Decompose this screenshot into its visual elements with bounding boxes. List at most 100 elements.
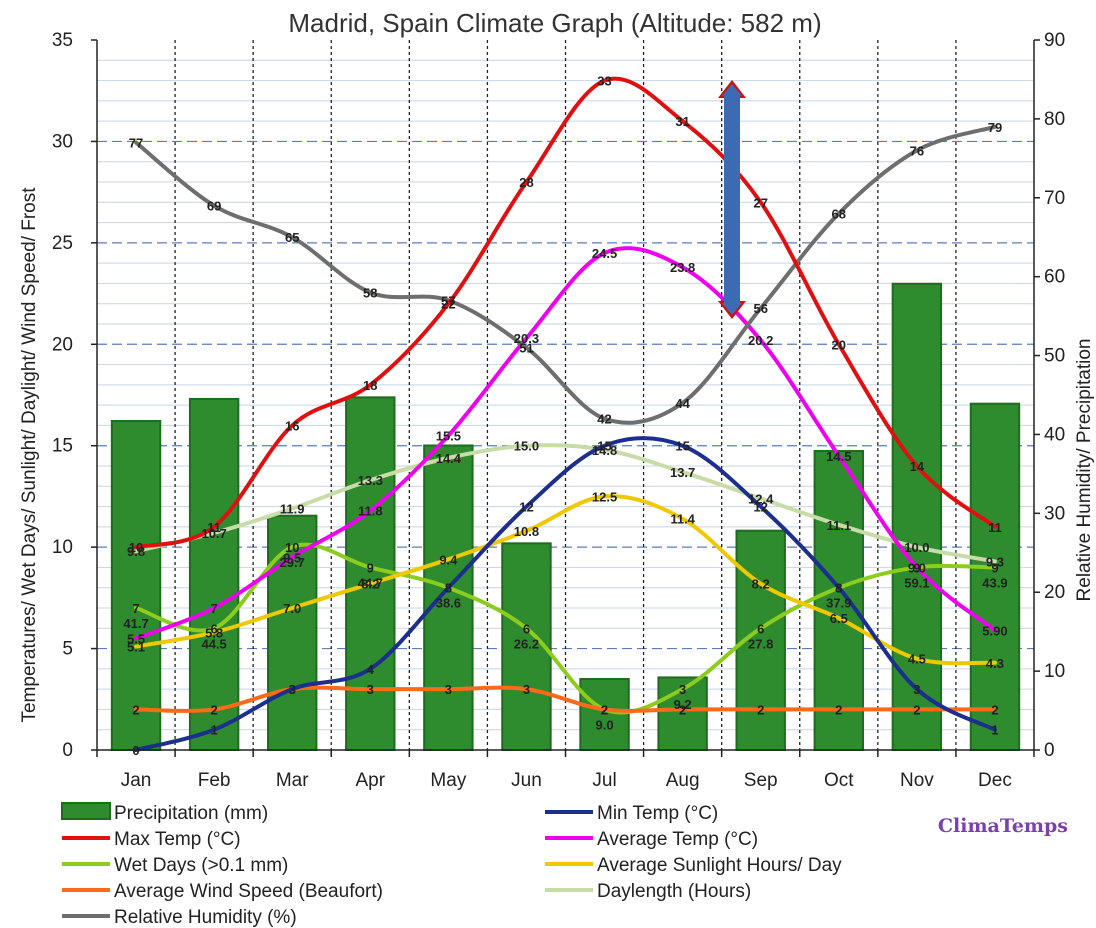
average-sunlight-hours-day-data-label: 8.2 [752, 577, 770, 592]
min-temp-c-data-label: 12 [519, 500, 533, 515]
left-axis-label: Temperatures/ Wet Days/ Sunlight/ Daylig… [19, 187, 40, 723]
relative-humidity-data-label: 69 [207, 199, 221, 214]
min-temp-c-data-label: 1 [211, 723, 218, 738]
x-tick-label: Feb [198, 770, 231, 791]
average-wind-speed-beaufort-data-label: 2 [679, 702, 686, 717]
average-temp-c-line [134, 246, 997, 641]
max-temp-c-data-label: 18 [363, 378, 377, 393]
wet-days-0-1-mm-data-label: 7 [132, 601, 139, 616]
legend-item: Daylength (Hours) [545, 881, 751, 902]
average-temp-c-data-label: 5.5 [127, 631, 145, 646]
precipitation-bar [110, 420, 162, 751]
average-sunlight-hours-day-data-label: 6.5 [830, 611, 848, 626]
daylength-hours-data-label: 10.7 [201, 526, 226, 541]
daylength-hours-data-label: 11.9 [280, 502, 305, 517]
x-tick-label: Nov [900, 770, 934, 791]
daylength-hours-data-label: 11.1 [826, 518, 851, 533]
legend-label: Average Sunlight Hours/ Day [597, 855, 842, 876]
wet-days-0-1-mm-data-label: 9 [991, 560, 998, 575]
legend-label: Relative Humidity (%) [114, 907, 297, 928]
max-temp-c-data-label: 20 [832, 337, 846, 352]
precipitation-mm-data-label: 9.0 [596, 717, 614, 732]
average-wind-speed-beaufort-line [134, 685, 997, 713]
min-temp-c-data-label: 3 [913, 682, 920, 697]
legend-item: Average Wind Speed (Beaufort) [62, 881, 383, 902]
right-tick-label: 70 [1044, 188, 1065, 209]
relative-humidity-data-label: 57 [441, 293, 455, 308]
x-tick-label: Mar [276, 770, 309, 791]
daylength-hours-data-label: 14.8 [592, 443, 617, 458]
precipitation-mm-data-label: 9.2 [674, 697, 692, 712]
relative-humidity-data-label: 58 [363, 285, 377, 300]
average-sunlight-hours-day-data-label: 9.4 [439, 552, 458, 567]
x-tick-label: Oct [824, 770, 854, 791]
right-tick-label: 0 [1044, 740, 1055, 761]
axes: 0 5 10 15 20 25 30 35 0 10 20 30 40 50 60 70 80 90 Jan Feb M… [52, 30, 1065, 791]
precipitation-mm-data-label: 43.9 [982, 575, 1007, 590]
daylength-hours-data-label: 10.0 [904, 540, 929, 555]
precipitation-mm-data-label: 41.7 [123, 616, 148, 631]
precipitation-bar [813, 450, 864, 751]
max-temp-c-data-label: 27 [753, 195, 767, 210]
max-temp-c-data-label: 11 [207, 520, 221, 535]
max-temp-c-data-label: 28 [519, 175, 533, 190]
precipitation-mm-data-label: 26.2 [514, 636, 539, 651]
average-temp-c-data-label: 9.5 [283, 550, 301, 565]
average-temp-c-data-label: 20.2 [748, 333, 773, 348]
x-tick-label: Jul [592, 770, 616, 791]
max-temp-c-data-label: 22 [441, 297, 455, 312]
precipitation-mm-data-label: 44.5 [201, 636, 226, 651]
daylength-hours-data-label: 13.7 [670, 465, 695, 480]
data-labels: 41.744.529.744.738.626.29.09.227.837.959… [123, 74, 1007, 758]
average-wind-speed-beaufort-data-label: 2 [601, 702, 608, 717]
wet-days-0-1-mm-data-label: 6 [523, 621, 530, 636]
right-tick-label: 40 [1044, 424, 1065, 445]
average-wind-speed-beaufort-data-label: 3 [289, 682, 296, 697]
wet-days-0-1-mm-data-label: 8 [445, 581, 452, 596]
legend: Precipitation (mm) Min Temp (°C) Max Temp … [61, 802, 842, 928]
average-sunlight-hours-day-data-label: 7.0 [283, 601, 301, 616]
wet-days-0-1-mm-data-label: 10 [285, 540, 299, 555]
average-sunlight-hours-day-data-label: 5.1 [127, 640, 145, 655]
precipitation-bar [423, 444, 474, 751]
average-wind-speed-beaufort-data-label: 2 [757, 702, 764, 717]
average-sunlight-hours-day-data-label: 4.3 [986, 656, 1004, 671]
wet-days-0-1-mm-data-label: 9 [367, 560, 374, 575]
average-temp-c-data-label: 15.5 [436, 429, 461, 444]
legend-item: Wet Days (>0.1 mm) [62, 855, 288, 876]
left-tick-label: 0 [62, 740, 73, 761]
daylength-hours-data-label: 15.0 [514, 439, 539, 454]
precipitation-bar [891, 282, 943, 751]
max-temp-c-data-label: 33 [597, 74, 611, 89]
average-sunlight-hours-day-data-label: 5.8 [205, 625, 223, 640]
right-tick-label: 60 [1044, 267, 1065, 288]
right-axis-label: Relative Humidity/ Precipitation [1074, 339, 1095, 602]
wet-days-0-1-mm-data-label: 6 [211, 621, 218, 636]
relative-humidity-data-label: 56 [753, 301, 767, 316]
wet-days-0-1-mm-data-label: 6 [757, 621, 764, 636]
precipitation-bar [969, 402, 1021, 751]
relative-humidity-data-label: 44 [675, 396, 690, 411]
min-temp-c-data-label: 15 [597, 439, 611, 454]
max-temp-c-data-label: 16 [285, 418, 299, 433]
right-tick-label: 50 [1044, 346, 1065, 367]
x-tick-label: Aug [666, 770, 700, 791]
legend-label: Min Temp (°C) [597, 803, 718, 824]
legend-label: Average Temp (°C) [597, 829, 758, 850]
average-wind-speed-beaufort-data-label: 2 [913, 702, 920, 717]
right-tick-label: 30 [1044, 503, 1065, 524]
legend-swatch [61, 802, 111, 820]
wet-days-0-1-mm-data-label: 2 [601, 702, 608, 717]
precipitation-mm-data-label: 38.6 [436, 596, 461, 611]
legend-item: Average Temp (°C) [545, 829, 758, 850]
x-tick-label: Dec [978, 770, 1012, 791]
min-temp-c-data-label: 4 [367, 662, 375, 677]
precipitation-bar [579, 678, 630, 751]
average-sunlight-hours-day-line [134, 494, 997, 666]
average-sunlight-hours-day-data-label: 11.4 [670, 512, 695, 527]
relative-humidity-line [134, 124, 997, 425]
legend-item: Min Temp (°C) [545, 803, 718, 824]
x-tick-label: May [430, 770, 466, 791]
precipitation-bar [188, 397, 240, 751]
chart-title: Madrid, Spain Climate Graph (Altitude: 5… [288, 8, 821, 38]
